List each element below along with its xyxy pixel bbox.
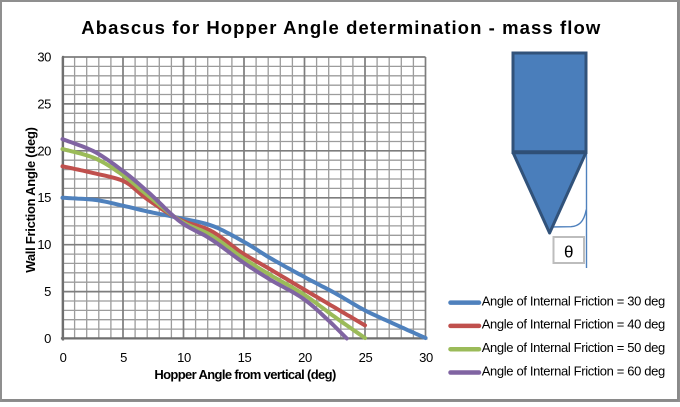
svg-text:10: 10 <box>177 350 191 365</box>
svg-text:25: 25 <box>359 350 373 365</box>
svg-text:0: 0 <box>44 331 51 346</box>
svg-text:Hopper Angle from vertical (de: Hopper Angle from vertical (deg) <box>154 367 336 382</box>
svg-text:20: 20 <box>37 143 51 158</box>
svg-text:Angle of Internal Friction = 3: Angle of Internal Friction = 30 deg <box>482 293 665 308</box>
svg-text:25: 25 <box>37 96 51 111</box>
svg-text:Wall Friction Angle (deg): Wall Friction Angle (deg) <box>23 127 38 272</box>
svg-text:30: 30 <box>419 350 433 365</box>
svg-text:15: 15 <box>238 350 252 365</box>
svg-text:30: 30 <box>37 50 51 65</box>
svg-text:Abascus for Hopper Angle deter: Abascus for Hopper Angle determination -… <box>81 17 601 38</box>
svg-text:θ: θ <box>564 243 573 262</box>
svg-text:15: 15 <box>37 190 51 205</box>
svg-text:Angle of Internal Friction = 6: Angle of Internal Friction = 60 deg <box>482 363 665 378</box>
svg-text:0: 0 <box>60 350 67 365</box>
svg-text:5: 5 <box>120 350 127 365</box>
svg-text:20: 20 <box>298 350 312 365</box>
svg-text:Angle of Internal Friction = 5: Angle of Internal Friction = 50 deg <box>482 340 665 355</box>
svg-text:10: 10 <box>37 237 51 252</box>
svg-text:5: 5 <box>44 284 51 299</box>
svg-text:Angle of Internal Friction = 4: Angle of Internal Friction = 40 deg <box>482 317 665 332</box>
